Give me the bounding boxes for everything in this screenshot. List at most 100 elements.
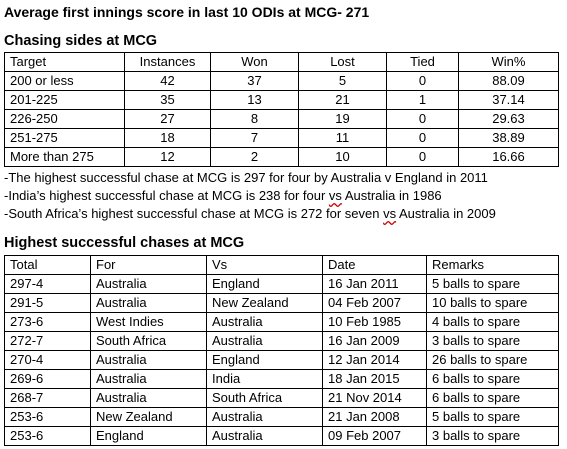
table-cell: Australia — [90, 388, 207, 408]
table-cell: 21 Nov 2014 — [322, 388, 427, 408]
table-cell: 273-6 — [4, 312, 91, 332]
table-cell: 291-5 — [4, 293, 91, 313]
table-cell: New Zealand — [206, 293, 323, 313]
column-header: Total — [4, 255, 91, 275]
column-header: Vs — [206, 255, 323, 275]
table-row: 270-4 Australia England 12 Jan 2014 26 balls… — [4, 350, 559, 370]
table-cell: Australia — [206, 312, 323, 332]
table-cell: 226-250 — [4, 109, 125, 129]
table-cell: Australia — [90, 293, 207, 313]
highest-heading: Highest successful chases at MCG — [4, 235, 245, 251]
table-cell: 253-6 — [4, 407, 91, 427]
table-row: 291-5 Australia New Zealand 04 Feb 2007 10 b… — [4, 293, 559, 313]
table-cell: 5 balls to spare — [426, 274, 559, 294]
note-text: -South Africa’s highest successful chase… — [4, 206, 384, 221]
table-cell: More than 275 — [4, 147, 125, 167]
table-cell: 04 Feb 2007 — [322, 293, 427, 313]
table-row: 251-275 18 7 11 0 38.89 — [4, 128, 559, 148]
table-cell: New Zealand — [90, 407, 207, 427]
table-row: 226-250 27 8 19 0 29.63 — [4, 109, 559, 129]
table-row: More than 275 12 2 10 0 16.66 — [4, 147, 559, 167]
table-cell: Australia — [206, 331, 323, 351]
table-row: 297-4 Australia England 16 Jan 2011 5 balls … — [4, 274, 559, 294]
table-cell: 0 — [386, 71, 459, 91]
table-cell: 270-4 — [4, 350, 91, 370]
column-header: Won — [210, 52, 299, 72]
table-cell: 5 balls to spare — [426, 407, 559, 427]
table-row: 268-7 Australia South Africa 21 Nov 2014 6 b… — [4, 388, 559, 408]
table-cell: 29.63 — [458, 109, 559, 129]
column-header: Date — [322, 255, 427, 275]
column-header: Tied — [386, 52, 459, 72]
note-text: -The highest successful chase at MCG is … — [4, 170, 488, 185]
table-cell: Australia — [206, 407, 323, 427]
table-cell: 8 — [210, 109, 299, 129]
column-header: Instances — [124, 52, 211, 72]
note-vs: vs — [383, 206, 397, 221]
table-cell: India — [206, 369, 323, 389]
table-header-row: Total For Vs Date Remarks — [4, 255, 559, 275]
table-cell: Australia — [206, 426, 323, 446]
column-header: Remarks — [426, 255, 559, 275]
table-cell: England — [206, 274, 323, 294]
highest-table: Total For Vs Date Remarks 297-4 Australia Engla… — [4, 255, 559, 446]
table-cell: 2 — [210, 147, 299, 167]
table-cell: 297-4 — [4, 274, 91, 294]
note-vs: vs — [328, 188, 342, 203]
table-row: 201-225 35 13 21 1 37.14 — [4, 90, 559, 110]
table-cell: 1 — [386, 90, 459, 110]
table-cell: 251-275 — [4, 128, 125, 148]
table-cell: West Indies — [90, 312, 207, 332]
table-row: 272-7 South Africa Australia 16 Jan 2009 3 b… — [4, 331, 559, 351]
table-cell: 12 — [124, 147, 211, 167]
table-cell: 38.89 — [458, 128, 559, 148]
table-cell: England — [206, 350, 323, 370]
note-line: -South Africa’s highest successful chase… — [4, 205, 496, 223]
table-cell: 6 balls to spare — [426, 388, 559, 408]
table-cell: 272-7 — [4, 331, 91, 351]
table-row: 253-6 New Zealand Australia 21 Jan 2008 5 ba… — [4, 407, 559, 427]
table-cell: 37 — [210, 71, 299, 91]
table-cell: 3 balls to spare — [426, 331, 559, 351]
note-text: -India’s highest successful chase at MCG… — [4, 188, 329, 203]
table-cell: 12 Jan 2014 — [322, 350, 427, 370]
table-row: 273-6 West Indies Australia 10 Feb 1985 4 ba… — [4, 312, 559, 332]
note-line: -The highest successful chase at MCG is … — [4, 169, 496, 187]
note-text: Australia in 2009 — [396, 206, 496, 221]
table-cell: 0 — [386, 147, 459, 167]
table-cell: Australia — [90, 274, 207, 294]
table-cell: 10 Feb 1985 — [322, 312, 427, 332]
table-cell: 5 — [298, 71, 387, 91]
table-cell: 200 or less — [4, 71, 125, 91]
table-cell: South Africa — [206, 388, 323, 408]
table-cell: 10 balls to spare — [426, 293, 559, 313]
table-cell: 37.14 — [458, 90, 559, 110]
column-header: Target — [4, 52, 125, 72]
table-cell: 13 — [210, 90, 299, 110]
table-cell: 253-6 — [4, 426, 91, 446]
table-cell: 6 balls to spare — [426, 369, 559, 389]
table-cell: 18 — [124, 128, 211, 148]
table-cell: 16 Jan 2011 — [322, 274, 427, 294]
table-cell: 18 Jan 2015 — [322, 369, 427, 389]
table-cell: 0 — [386, 128, 459, 148]
chasing-table: Target Instances Won Lost Tied Win% 200 or les… — [4, 52, 559, 167]
column-header: Lost — [298, 52, 387, 72]
table-cell: 269-6 — [4, 369, 91, 389]
table-cell: 268-7 — [4, 388, 91, 408]
table-row: 200 or less 42 37 5 0 88.09 — [4, 71, 559, 91]
note-line: -India’s highest successful chase at MCG… — [4, 187, 496, 205]
table-cell: 3 balls to spare — [426, 426, 559, 446]
table-cell: 201-225 — [4, 90, 125, 110]
table-cell: England — [90, 426, 207, 446]
table-cell: 09 Feb 2007 — [322, 426, 427, 446]
table-cell: 16 Jan 2009 — [322, 331, 427, 351]
table-cell: 11 — [298, 128, 387, 148]
table-cell: 21 Jan 2008 — [322, 407, 427, 427]
note-text: Australia in 1986 — [341, 188, 442, 203]
table-cell: 16.66 — [458, 147, 559, 167]
table-cell: 35 — [124, 90, 211, 110]
page-title: Average first innings score in last 10 O… — [4, 4, 370, 20]
table-cell: Australia — [90, 369, 207, 389]
table-cell: 4 balls to spare — [426, 312, 559, 332]
